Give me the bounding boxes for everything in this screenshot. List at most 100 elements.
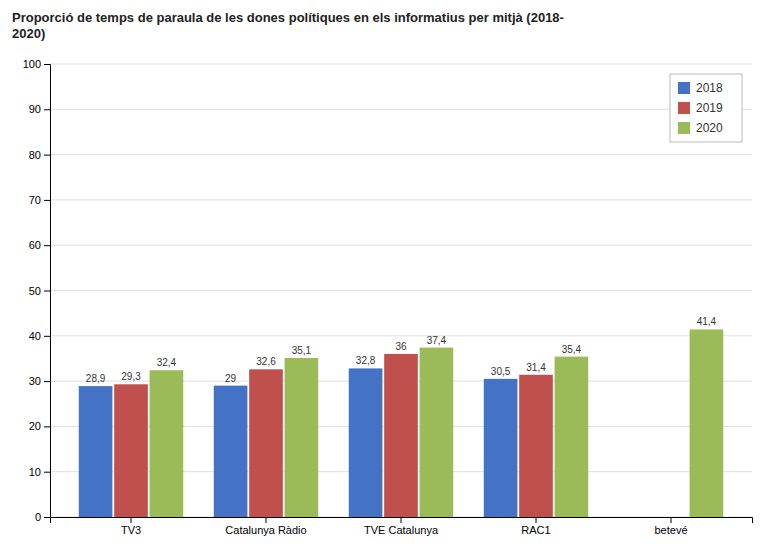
y-tick-mark xyxy=(44,64,50,65)
bar xyxy=(519,375,553,517)
bar xyxy=(214,386,248,517)
data-label: 36 xyxy=(395,341,407,352)
title-line: Proporció de temps de paraula de les don… xyxy=(12,10,564,25)
legend-swatch xyxy=(678,122,690,134)
legend-label: 2019 xyxy=(696,101,723,115)
x-tick-label: Catalunya Ràdio xyxy=(225,524,306,536)
y-tick-mark xyxy=(44,155,50,156)
data-label: 29,3 xyxy=(121,371,141,382)
y-tick-label: 40 xyxy=(29,330,41,342)
y-tick-label: 60 xyxy=(29,239,41,251)
x-tick: TV3 xyxy=(121,517,141,536)
y-tick: 90 xyxy=(29,103,50,115)
bar xyxy=(384,354,418,517)
y-tick: 70 xyxy=(29,194,50,206)
legend-item: 2019 xyxy=(678,101,723,115)
y-tick-label: 80 xyxy=(29,149,41,161)
x-tick: Catalunya Ràdio xyxy=(225,517,306,536)
data-label: 32,4 xyxy=(157,357,177,368)
y-tick: 40 xyxy=(29,330,50,342)
data-label: 32,8 xyxy=(356,355,376,366)
y-tick-mark xyxy=(44,245,50,246)
y-tick: 50 xyxy=(29,285,50,297)
x-tick: RAC1 xyxy=(521,517,550,536)
y-tick: 80 xyxy=(29,149,50,161)
x-axis-line xyxy=(51,518,753,524)
grid-line xyxy=(50,109,752,110)
data-label: 41,4 xyxy=(697,316,717,327)
bar xyxy=(249,369,283,517)
grid-line xyxy=(50,199,752,200)
y-tick: 20 xyxy=(29,420,50,432)
x-tick-mark xyxy=(401,517,402,523)
y-axis: 0 10 20 30 40 50 60 70 80 90 100 xyxy=(23,58,51,523)
legend-label: 2020 xyxy=(696,121,723,135)
y-tick-label: 100 xyxy=(23,58,41,70)
grid-line xyxy=(50,245,752,246)
y-tick: 10 xyxy=(29,466,50,478)
y-tick-mark xyxy=(44,517,50,518)
x-tick-label: TV3 xyxy=(121,524,141,536)
title: Proporció de temps de paraula de les don… xyxy=(12,10,564,41)
data-label: 30,5 xyxy=(491,366,511,377)
grid-line xyxy=(50,335,752,336)
bar xyxy=(349,368,383,517)
y-tick-label: 90 xyxy=(29,103,41,115)
grid-line xyxy=(50,64,752,65)
y-tick: 0 xyxy=(35,511,50,523)
grid-line xyxy=(50,290,752,291)
bar xyxy=(285,358,319,517)
bar xyxy=(420,348,454,517)
data-label: 28,9 xyxy=(86,373,106,384)
y-tick-mark xyxy=(44,200,50,201)
y-tick-label: 50 xyxy=(29,285,41,297)
y-tick: 30 xyxy=(29,375,50,387)
y-tick-mark xyxy=(44,291,50,292)
bar xyxy=(690,329,724,517)
x-axis: TV3 Catalunya Ràdio TVE Catalunya RAC1 betev… xyxy=(51,517,753,536)
bar xyxy=(150,370,184,517)
x-tick-label: RAC1 xyxy=(521,524,550,536)
x-tick-mark xyxy=(536,517,537,523)
legend-item: 2020 xyxy=(678,121,723,135)
y-tick-mark xyxy=(44,109,50,110)
y-tick-mark xyxy=(44,336,50,337)
x-tick-label: betevé xyxy=(654,524,687,536)
data-labels: 28,92932,830,529,332,63631,432,435,137,4… xyxy=(86,316,717,384)
x-tick: TVE Catalunya xyxy=(364,517,439,536)
grid-line xyxy=(50,154,752,155)
data-label: 31,4 xyxy=(526,362,546,373)
y-tick-label: 20 xyxy=(29,420,41,432)
y-tick-label: 30 xyxy=(29,375,41,387)
x-tick-label: TVE Catalunya xyxy=(364,524,439,536)
data-label: 29 xyxy=(225,373,237,384)
legend-frame xyxy=(670,74,742,142)
y-tick: 60 xyxy=(29,239,50,251)
legend-item: 2018 xyxy=(678,81,723,95)
bar xyxy=(555,357,589,517)
x-tick-mark xyxy=(671,517,672,523)
y-axis-line xyxy=(44,65,51,518)
data-label: 37,4 xyxy=(427,335,447,346)
chart: Proporció de temps de paraula de les don… xyxy=(0,0,772,557)
y-tick-label: 0 xyxy=(35,511,41,523)
data-label: 32,6 xyxy=(256,356,276,367)
y-tick-mark xyxy=(44,472,50,473)
y-tick-mark xyxy=(44,381,50,382)
y-tick-label: 70 xyxy=(29,194,41,206)
legend-swatch xyxy=(678,82,690,94)
data-label: 35,4 xyxy=(562,344,582,355)
grid xyxy=(50,64,752,517)
bars xyxy=(79,329,723,517)
legend: 2018 2019 2020 xyxy=(670,74,742,142)
title-line: 2020) xyxy=(12,26,45,41)
bar xyxy=(79,386,113,517)
y-tick-mark xyxy=(44,426,50,427)
legend-label: 2018 xyxy=(696,81,723,95)
y-tick: 100 xyxy=(23,58,50,70)
bar xyxy=(484,379,518,517)
legend-swatch xyxy=(678,102,690,114)
y-tick-label: 10 xyxy=(29,466,41,478)
plot: 28,92932,830,529,332,63631,432,435,137,4… xyxy=(23,58,753,536)
x-tick-mark xyxy=(266,517,267,523)
